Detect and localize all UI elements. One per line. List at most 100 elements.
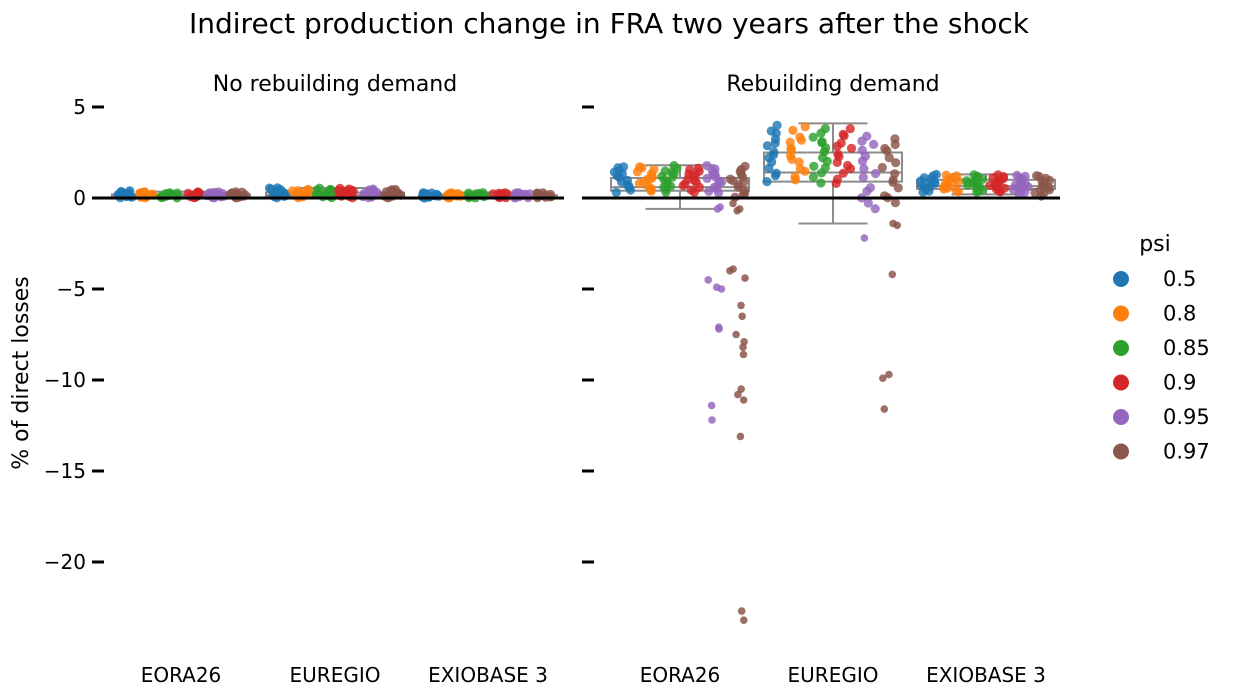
data-point — [325, 184, 335, 194]
data-point-outlier — [716, 203, 724, 211]
data-point — [838, 168, 848, 178]
data-point — [669, 161, 679, 171]
data-point — [685, 165, 695, 175]
data-point — [951, 185, 961, 195]
data-point — [858, 172, 868, 183]
data-point — [725, 174, 735, 184]
data-point — [622, 175, 633, 185]
data-point — [870, 204, 880, 214]
data-point — [1020, 171, 1030, 181]
data-point — [817, 137, 827, 147]
y-tick-label: −10 — [44, 368, 86, 392]
data-point — [771, 168, 781, 178]
legend-marker — [1113, 409, 1129, 425]
data-point — [619, 162, 629, 172]
data-point — [833, 149, 843, 159]
data-point — [453, 189, 463, 199]
data-point — [871, 168, 881, 179]
data-point — [446, 188, 457, 198]
data-point-outlier — [737, 301, 745, 310]
data-point — [941, 170, 951, 180]
data-point — [816, 178, 826, 188]
data-point — [785, 137, 795, 147]
data-point — [635, 162, 645, 172]
data-point — [762, 177, 772, 187]
data-point — [820, 124, 831, 134]
data-point — [125, 186, 135, 196]
data-point-outlier — [708, 416, 716, 424]
data-point-outlier — [726, 267, 734, 275]
y-tick-label: −5 — [57, 277, 86, 301]
data-point — [660, 166, 670, 176]
data-point — [769, 147, 779, 157]
legend-marker — [1113, 305, 1129, 322]
x-tick-label: EUREGIO — [788, 663, 879, 687]
legend-title: psi — [1139, 232, 1171, 257]
data-point — [649, 164, 659, 175]
boxplot — [763, 122, 903, 225]
data-point — [999, 183, 1010, 193]
data-point — [794, 157, 804, 167]
data-point-outlier — [860, 234, 869, 242]
data-point — [832, 174, 843, 184]
box-body — [610, 176, 750, 192]
data-point-outlier — [739, 396, 748, 404]
data-point — [611, 187, 621, 197]
data-point-outlier — [729, 199, 737, 208]
data-point — [890, 198, 901, 208]
data-point — [686, 185, 696, 195]
panel-title-left: No rebuilding demand — [213, 72, 457, 97]
x-tick-label: EUREGIO — [290, 663, 381, 687]
data-point — [838, 129, 848, 139]
data-point — [865, 183, 876, 193]
legend-marker — [1113, 340, 1129, 356]
data-point — [116, 187, 126, 197]
data-point — [702, 161, 712, 171]
data-point-outlier — [739, 350, 748, 359]
data-point — [772, 120, 782, 130]
data-point — [525, 189, 535, 199]
data-point-outlier — [885, 370, 893, 379]
y-axis-label: % of direct losses — [9, 276, 34, 469]
data-point — [836, 138, 846, 148]
data-point — [463, 188, 474, 198]
data-point — [969, 170, 979, 180]
data-point-outlier — [733, 206, 741, 215]
data-point — [303, 184, 313, 194]
data-point — [766, 126, 776, 136]
data-point — [762, 141, 773, 151]
data-point — [809, 161, 819, 171]
data-point-outlier — [879, 374, 887, 383]
legend-marker — [1113, 271, 1129, 287]
data-point — [880, 143, 890, 154]
data-point-outlier — [734, 390, 742, 399]
data-point — [891, 158, 901, 168]
data-point-outlier — [739, 343, 747, 352]
data-point — [1032, 171, 1042, 181]
data-point — [710, 164, 720, 174]
data-point — [193, 187, 203, 197]
data-point — [390, 184, 400, 195]
y-tick-label: −20 — [44, 550, 86, 574]
legend-label: 0.8 — [1163, 302, 1196, 326]
legend-label: 0.97 — [1163, 440, 1210, 464]
data-point — [919, 173, 929, 183]
data-point — [427, 188, 437, 198]
data-point — [264, 183, 275, 193]
data-point-outlier — [715, 325, 723, 333]
data-point — [335, 183, 345, 193]
x-tick-label: EORA26 — [640, 663, 721, 687]
data-point — [869, 139, 879, 149]
data-point — [843, 160, 853, 171]
data-point — [788, 125, 798, 135]
data-point — [795, 132, 805, 142]
data-point — [931, 169, 941, 180]
data-point — [344, 184, 354, 194]
data-point — [693, 163, 703, 173]
y-tick-label: −15 — [44, 459, 86, 483]
x-tick-label: EORA26 — [141, 663, 222, 687]
data-point — [293, 186, 303, 196]
data-point — [500, 188, 510, 198]
data-point — [808, 172, 819, 182]
